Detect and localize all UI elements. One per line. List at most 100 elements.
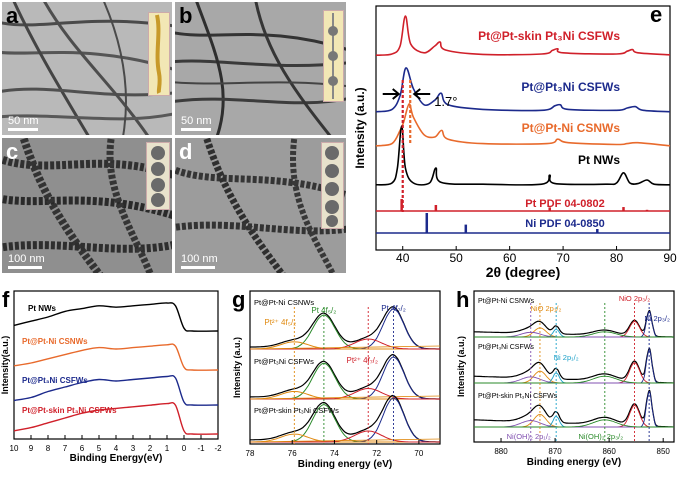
x-tick-label: 5 bbox=[97, 444, 102, 453]
shift-annotation: 1.7° bbox=[434, 94, 457, 109]
xps-component bbox=[473, 375, 674, 384]
sample-label: Pt@Pt-skin Pt₃Ni CSFWs bbox=[254, 406, 339, 415]
scale-text-d: 100 nm bbox=[181, 253, 218, 265]
x-tick-label: 10 bbox=[10, 444, 19, 453]
x-tick-label: 880 bbox=[494, 447, 508, 456]
xps-background bbox=[249, 345, 441, 350]
scale-bar-d bbox=[181, 266, 215, 269]
y-axis-title: Intensity (a.u.) bbox=[232, 337, 242, 398]
scale-text-b: 50 nm bbox=[181, 115, 212, 127]
x-tick-label: 2 bbox=[148, 444, 153, 453]
plot-frame bbox=[13, 290, 219, 440]
peak-label: Ni 2p₃/₂ bbox=[644, 314, 670, 323]
panel-label-c: c bbox=[6, 139, 19, 164]
sample-label: Pt@Pt₃Ni CSFWs bbox=[254, 357, 314, 366]
panel-label-d: d bbox=[179, 139, 193, 164]
x-tick-label: 78 bbox=[246, 449, 255, 458]
peak-label: Pt²⁺ 4f₇/₂ bbox=[347, 356, 378, 365]
xps-envelope bbox=[473, 347, 675, 384]
plot-frame bbox=[249, 290, 441, 445]
x-tick-label: 4 bbox=[114, 444, 119, 453]
x-axis-title: Binding energy (eV) bbox=[527, 457, 621, 468]
panel-label-f: f bbox=[2, 287, 10, 312]
xrd-series-label: Pt@Pt-skin Pt₃Ni CSFWs bbox=[478, 29, 620, 43]
tem-panel-b: b 50 nm bbox=[175, 2, 346, 135]
scale-bar-a bbox=[8, 128, 38, 131]
x-tick-label: 850 bbox=[657, 447, 671, 456]
peak-label: Pt 4f₇/₂ bbox=[381, 304, 406, 313]
y-axis-title: Intensity (a.u.) bbox=[456, 336, 466, 397]
peak-label: Ni 2p₁/₂ bbox=[554, 353, 579, 362]
xps-component bbox=[250, 430, 440, 443]
x-tick-label: 6 bbox=[80, 444, 85, 453]
x-tick-label: -2 bbox=[214, 444, 222, 453]
reference-label: Pt PDF 04-0802 bbox=[525, 198, 604, 210]
peak-label: NiO 2p₁/₂ bbox=[531, 304, 562, 313]
peak-label: Ni(OH)₂ 2p₁/₂ bbox=[507, 432, 551, 441]
xrd-chart: e Pt@Pt-skin Pt₃Ni CSFWs Pt@Pt₃Ni CSFWs Pt@… bbox=[353, 2, 677, 280]
vb-series-line bbox=[13, 374, 219, 406]
xrd-series-label: Pt NWs bbox=[578, 153, 620, 167]
x-tick-label: 9 bbox=[29, 444, 34, 453]
peak-label: Pt²⁺ 4f₅/₂ bbox=[264, 318, 296, 327]
xps-envelope bbox=[473, 389, 675, 428]
nanowire-model-inset-d bbox=[321, 142, 344, 229]
y-axis-title: Intensity (a.u.) bbox=[353, 87, 367, 168]
x-tick-label: 860 bbox=[602, 447, 616, 456]
x-axis-title: 2θ (degree) bbox=[486, 264, 560, 280]
panel-label-a: a bbox=[6, 3, 19, 28]
scale-bar-c bbox=[8, 266, 42, 269]
nanowire-model-inset-a bbox=[148, 12, 170, 96]
x-tick-label: 50 bbox=[450, 251, 464, 265]
x-axis-title: Binding energy (eV) bbox=[298, 459, 392, 470]
x-axis-title: Binding Energy(eV) bbox=[70, 453, 163, 464]
xrd-series-label: Pt@Pt₃Ni CSFWs bbox=[521, 80, 620, 94]
shift-arrow-right bbox=[382, 88, 401, 100]
plot-frame bbox=[375, 5, 671, 251]
nanowire-model-inset-b bbox=[323, 10, 344, 102]
vb-series-line bbox=[13, 343, 219, 371]
pt4f-xps-chart: g Pt 4f₅/₂ Pt 4f₇/₂ Pt²⁺ 4f₅/₂ Pt²⁺ 4f₇/₂ Pt@… bbox=[232, 287, 441, 470]
x-tick-label: 76 bbox=[288, 449, 297, 458]
x-tick-label: 70 bbox=[414, 449, 423, 458]
xrd-series-line bbox=[375, 125, 671, 186]
vb-series-label: Pt NWs bbox=[28, 304, 57, 313]
shift-arrow-left bbox=[412, 88, 431, 100]
sample-label: Pt@Pt-Ni CSNWs bbox=[254, 298, 314, 307]
x-tick-label: 74 bbox=[330, 449, 339, 458]
reference-label: Ni PDF 04-0850 bbox=[525, 218, 604, 230]
xps-background bbox=[249, 395, 441, 400]
x-tick-label: 90 bbox=[663, 251, 677, 265]
vb-series-label: Pt@Pt-skin Pt₃Ni CSFWs bbox=[22, 406, 117, 415]
vb-series-label: Pt@Pt-Ni CSNWs bbox=[22, 337, 88, 346]
vb-series-line bbox=[13, 302, 219, 332]
tem-panel-d: d 100 nm bbox=[175, 138, 346, 273]
xrd-series-label: Pt@Pt-Ni CSNWs bbox=[522, 121, 621, 135]
peak-label: NiO 2p₃/₂ bbox=[619, 294, 650, 303]
x-tick-label: 60 bbox=[503, 251, 517, 265]
sample-label: Pt@Pt-skin Pt₃Ni CSFWs bbox=[478, 393, 558, 400]
valence-band-chart: f Pt NWs Pt@Pt-Ni CSNWs Pt@Pt₃Ni CSFWs Pt@Pt… bbox=[0, 287, 222, 464]
vb-series-line bbox=[13, 402, 219, 435]
x-tick-label: 40 bbox=[396, 251, 410, 265]
scale-bar-b bbox=[181, 128, 211, 131]
scale-text-a: 50 nm bbox=[8, 115, 39, 127]
scale-text-c: 100 nm bbox=[8, 253, 45, 265]
xrd-series-line bbox=[375, 67, 671, 113]
x-tick-label: 72 bbox=[372, 449, 381, 458]
xps-background bbox=[249, 438, 441, 443]
panel-label-b: b bbox=[179, 3, 193, 28]
vb-series-label: Pt@Pt₃Ni CSFWs bbox=[22, 376, 88, 385]
x-tick-label: 0 bbox=[182, 444, 187, 453]
xps-component bbox=[474, 419, 674, 428]
x-tick-label: -1 bbox=[197, 444, 205, 453]
x-tick-label: 7 bbox=[63, 444, 68, 453]
panel-label-g: g bbox=[232, 287, 245, 312]
x-tick-label: 80 bbox=[610, 251, 624, 265]
x-tick-label: 8 bbox=[46, 444, 51, 453]
x-tick-label: 3 bbox=[131, 444, 136, 453]
x-tick-label: 870 bbox=[548, 447, 562, 456]
tem-panel-a: a 50 nm bbox=[2, 2, 172, 135]
y-axis-title: Intensity(a.u.) bbox=[0, 336, 10, 395]
peak-label: Pt 4f₅/₂ bbox=[311, 306, 336, 315]
